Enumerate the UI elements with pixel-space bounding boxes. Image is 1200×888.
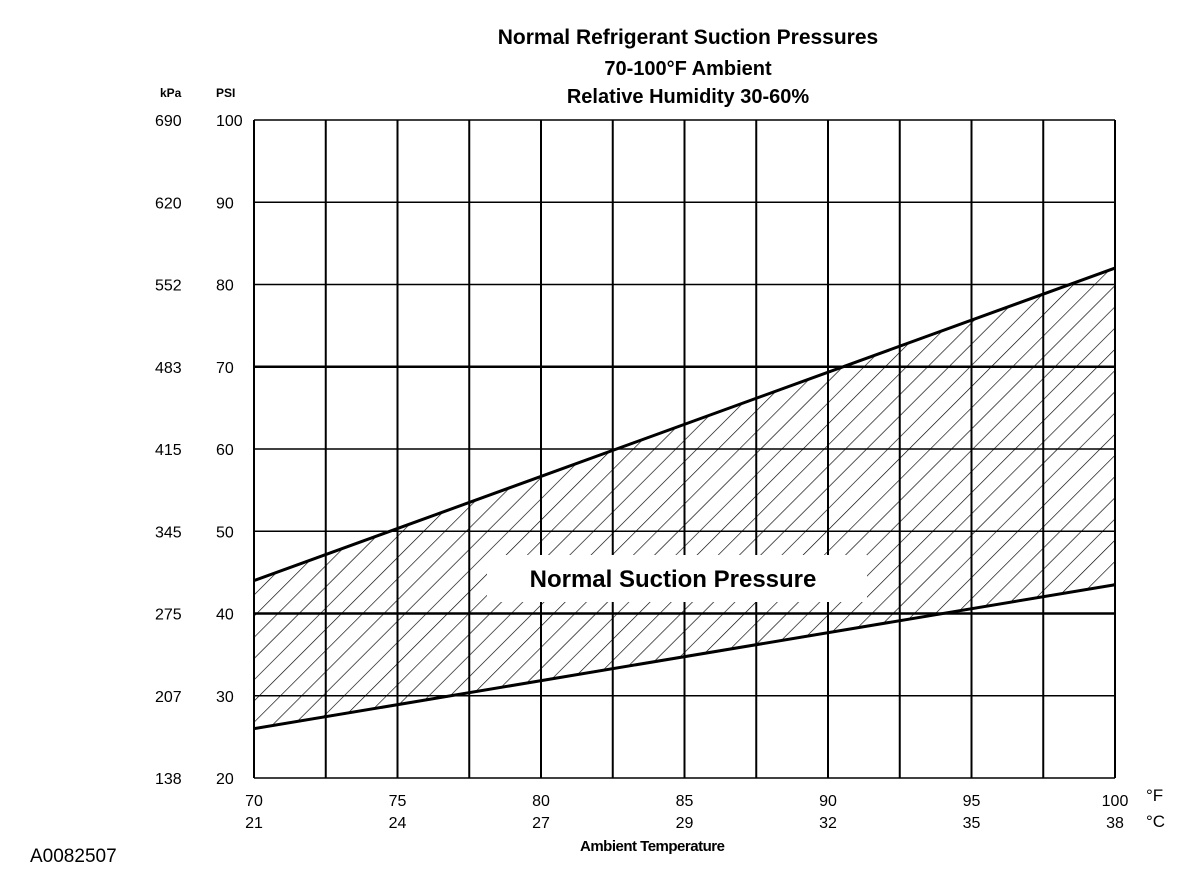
x-tick-celsius: 21: [245, 815, 263, 832]
y-axis-kpa-header: kPa: [160, 86, 182, 100]
y-tick-psi: 60: [216, 442, 234, 459]
y-tick-kpa: 620: [155, 195, 182, 212]
x-tick-fahrenheit: 90: [819, 793, 837, 810]
x-tick-celsius: 29: [676, 815, 694, 832]
chart-subtitle-ambient: 70-100°F Ambient: [604, 58, 772, 80]
y-tick-psi: 70: [216, 360, 234, 377]
x-tick-celsius: 24: [389, 815, 407, 832]
y-axis-psi-header: PSI: [216, 86, 236, 100]
x-axis-label: Ambient Temperature: [580, 838, 725, 855]
x-tick-fahrenheit: 75: [389, 793, 407, 810]
y-tick-psi: 50: [216, 524, 234, 541]
x-unit-fahrenheit: °F: [1146, 786, 1164, 805]
y-tick-kpa: 415: [155, 442, 182, 459]
y-tick-kpa: 690: [155, 113, 182, 130]
y-tick-kpa: 275: [155, 607, 182, 624]
lower-limit-line: [253, 583, 1116, 731]
y-tick-kpa: 552: [155, 278, 182, 295]
upper-limit-line: [253, 266, 1116, 583]
x-tick-fahrenheit: 80: [532, 793, 550, 810]
x-tick-celsius: 38: [1106, 815, 1124, 832]
x-tick-fahrenheit: 95: [963, 793, 981, 810]
band-label: Normal Suction Pressure: [530, 566, 817, 593]
chart-subtitle-humidity: Relative Humidity 30-60%: [566, 86, 810, 108]
chart-title: Normal Refrigerant Suction Pressures: [497, 26, 879, 49]
y-tick-kpa: 345: [155, 524, 182, 541]
x-tick-fahrenheit: 70: [245, 793, 263, 810]
x-tick-celsius: 32: [819, 815, 837, 832]
y-tick-psi: 100: [216, 113, 243, 130]
y-tick-psi: 20: [216, 771, 234, 788]
y-tick-psi: 30: [216, 689, 234, 706]
y-tick-kpa: 207: [155, 689, 182, 706]
y-tick-psi: 80: [216, 278, 234, 295]
y-tick-psi: 90: [216, 195, 234, 212]
band-label-background: [487, 555, 867, 602]
y-tick-psi: 40: [216, 607, 234, 624]
x-tick-celsius: 27: [532, 815, 550, 832]
figure-id: A0082507: [30, 846, 117, 867]
x-tick-fahrenheit: 85: [676, 793, 694, 810]
x-unit-celsius: °C: [1146, 812, 1166, 831]
y-tick-kpa: 483: [155, 360, 182, 377]
y-tick-kpa: 138: [155, 771, 182, 788]
x-tick-fahrenheit: 100: [1102, 793, 1129, 810]
x-tick-celsius: 35: [963, 815, 981, 832]
